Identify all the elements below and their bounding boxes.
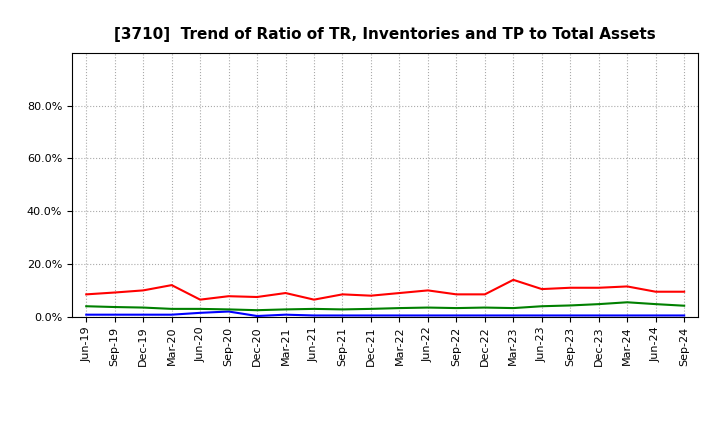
Trade Payables (595, 301, 603, 307)
Trade Receivables (652, 289, 660, 294)
Trade Receivables (680, 289, 688, 294)
Trade Payables (395, 305, 404, 311)
Trade Payables (452, 305, 461, 311)
Inventories (82, 312, 91, 317)
Trade Receivables (395, 290, 404, 296)
Inventories (139, 312, 148, 317)
Inventories (680, 313, 688, 318)
Trade Payables (196, 306, 204, 312)
Trade Payables (110, 304, 119, 310)
Trade Receivables (452, 292, 461, 297)
Inventories (310, 313, 318, 318)
Trade Receivables (167, 282, 176, 288)
Trade Receivables (480, 292, 489, 297)
Trade Receivables (253, 294, 261, 300)
Inventories (253, 313, 261, 319)
Line: Inventories: Inventories (86, 312, 684, 316)
Trade Receivables (310, 297, 318, 302)
Inventories (225, 309, 233, 314)
Trade Payables (253, 308, 261, 313)
Trade Receivables (82, 292, 91, 297)
Trade Receivables (282, 290, 290, 296)
Line: Trade Payables: Trade Payables (86, 302, 684, 310)
Inventories (623, 313, 631, 318)
Inventories (423, 313, 432, 318)
Inventories (110, 312, 119, 317)
Trade Payables (566, 303, 575, 308)
Inventories (595, 313, 603, 318)
Trade Payables (139, 305, 148, 310)
Inventories (366, 313, 375, 318)
Trade Payables (225, 307, 233, 312)
Trade Payables (423, 305, 432, 310)
Trade Receivables (110, 290, 119, 295)
Trade Receivables (537, 286, 546, 292)
Trade Receivables (225, 293, 233, 299)
Trade Payables (623, 300, 631, 305)
Trade Receivables (566, 285, 575, 290)
Trade Payables (652, 301, 660, 307)
Line: Trade Receivables: Trade Receivables (86, 280, 684, 300)
Trade Payables (310, 306, 318, 312)
Trade Receivables (509, 277, 518, 282)
Inventories (652, 313, 660, 318)
Inventories (395, 313, 404, 318)
Trade Receivables (196, 297, 204, 302)
Trade Payables (282, 307, 290, 312)
Trade Receivables (423, 288, 432, 293)
Inventories (566, 313, 575, 318)
Trade Receivables (139, 288, 148, 293)
Inventories (196, 310, 204, 315)
Inventories (480, 313, 489, 318)
Trade Payables (366, 306, 375, 312)
Trade Payables (82, 304, 91, 309)
Trade Receivables (623, 284, 631, 289)
Trade Payables (167, 306, 176, 312)
Trade Receivables (338, 292, 347, 297)
Inventories (338, 313, 347, 318)
Trade Payables (680, 303, 688, 308)
Trade Payables (338, 307, 347, 312)
Trade Payables (480, 305, 489, 310)
Trade Receivables (366, 293, 375, 298)
Trade Payables (509, 305, 518, 311)
Inventories (509, 313, 518, 318)
Inventories (452, 313, 461, 318)
Trade Receivables (595, 285, 603, 290)
Inventories (537, 313, 546, 318)
Inventories (282, 312, 290, 317)
Inventories (167, 312, 176, 317)
Trade Payables (537, 304, 546, 309)
Title: [3710]  Trend of Ratio of TR, Inventories and TP to Total Assets: [3710] Trend of Ratio of TR, Inventories… (114, 27, 656, 42)
